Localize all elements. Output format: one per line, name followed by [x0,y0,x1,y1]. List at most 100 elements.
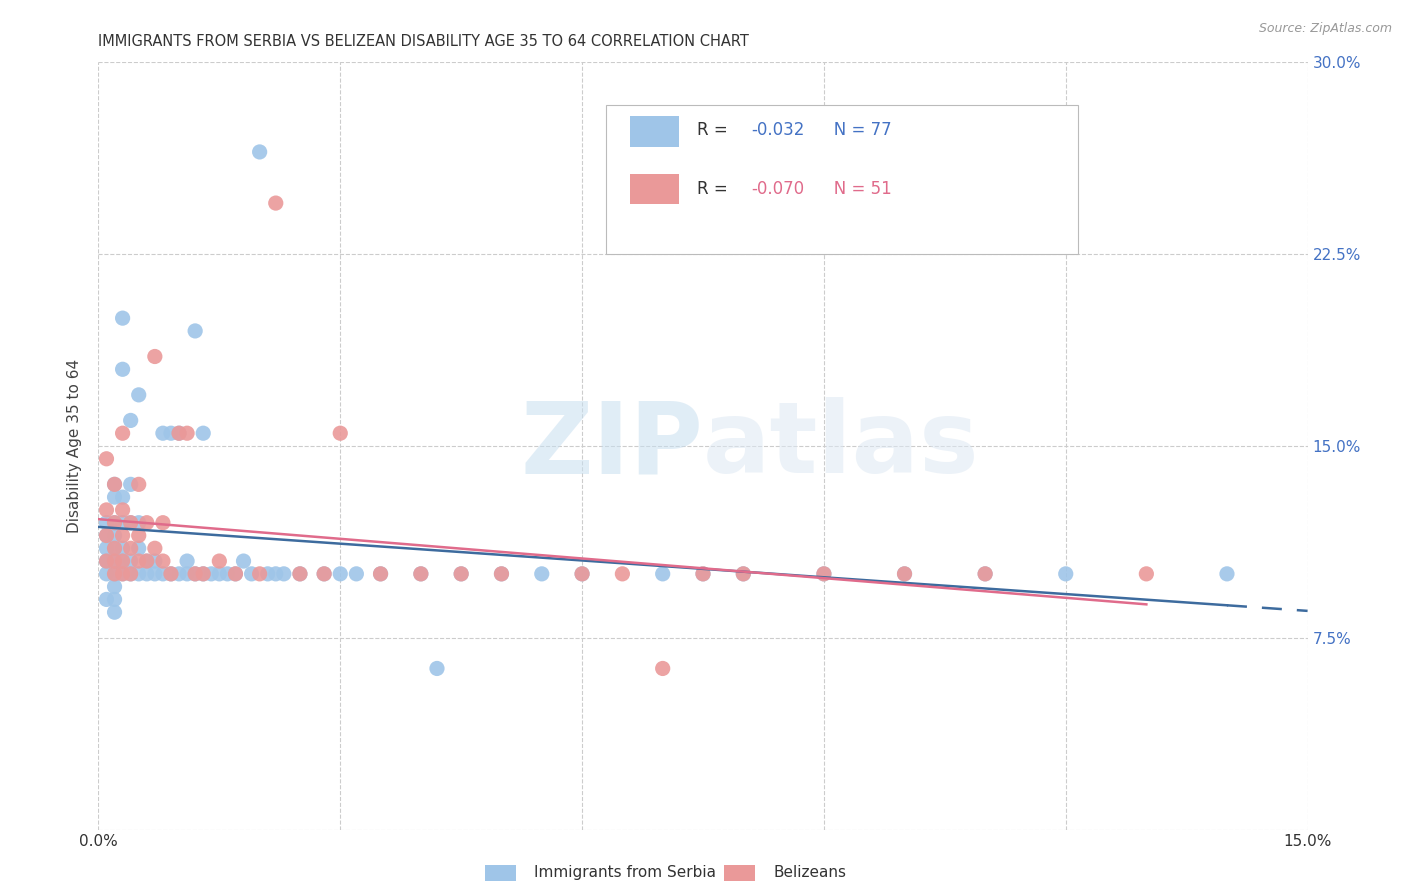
Point [128,528,150,542]
Point [111,516,134,530]
Point [240,566,263,581]
Text: N = 77: N = 77 [818,121,891,139]
Point [893,566,915,581]
Point [651,661,673,675]
Point [128,541,150,556]
Point [692,566,714,581]
Point [193,566,215,581]
Point [135,554,157,568]
Point [184,566,207,581]
Point [249,145,271,159]
Point [409,566,432,581]
Point [128,516,150,530]
Point [167,566,190,581]
Point [135,516,157,530]
Point [120,554,142,568]
Point [143,541,166,556]
Point [256,566,278,581]
Point [893,566,915,581]
Point [1216,566,1239,581]
Point [111,426,134,441]
Point [264,196,287,211]
Point [128,554,150,568]
Point [103,541,125,556]
Point [96,528,118,542]
Point [160,566,183,581]
Point [103,477,125,491]
Point [167,426,190,441]
Point [111,528,134,542]
Point [184,324,207,338]
Point [288,566,311,581]
Point [103,580,125,594]
Point [193,566,215,581]
Point [184,566,207,581]
Point [96,528,118,542]
Text: ZIP: ZIP [520,398,703,494]
Point [111,554,134,568]
Point [329,566,352,581]
Point [491,566,513,581]
Point [314,566,336,581]
Point [224,566,246,581]
Point [111,566,134,581]
Point [111,566,134,581]
FancyBboxPatch shape [630,174,679,204]
Point [103,592,125,607]
Point [120,541,142,556]
Point [128,388,150,402]
Point [135,554,157,568]
Point [176,566,198,581]
Point [232,554,254,568]
Point [128,477,150,491]
Point [571,566,593,581]
Point [813,566,835,581]
Point [120,516,142,530]
Point [217,566,239,581]
Point [344,566,367,581]
Point [111,554,134,568]
Point [96,516,118,530]
Point [135,566,157,581]
Point [224,566,246,581]
Point [530,566,553,581]
Point [143,566,166,581]
Point [651,566,673,581]
Point [733,566,755,581]
Point [974,566,997,581]
Point [103,477,125,491]
Point [96,566,118,581]
Point [813,566,835,581]
Point [692,566,714,581]
Point [193,426,215,441]
Point [152,554,174,568]
Point [314,566,336,581]
Point [152,426,174,441]
Point [103,516,125,530]
Point [120,477,142,491]
Point [103,554,125,568]
Point [160,566,183,581]
Text: -0.032: -0.032 [751,121,804,139]
Text: Belizeans: Belizeans [773,865,846,880]
Point [103,528,125,542]
Point [329,426,352,441]
FancyBboxPatch shape [630,116,679,147]
Point [208,566,231,581]
Point [111,503,134,517]
Point [167,426,190,441]
Point [370,566,392,581]
Point [370,566,392,581]
Text: Immigrants from Serbia: Immigrants from Serbia [534,865,716,880]
Point [96,451,118,466]
Point [1135,566,1157,581]
Point [103,516,125,530]
Point [426,661,449,675]
Text: IMMIGRANTS FROM SERBIA VS BELIZEAN DISABILITY AGE 35 TO 64 CORRELATION CHART: IMMIGRANTS FROM SERBIA VS BELIZEAN DISAB… [98,34,749,49]
Point [103,566,125,581]
Point [273,566,295,581]
Point [249,566,271,581]
Point [200,566,222,581]
Point [571,566,593,581]
Point [120,566,142,581]
